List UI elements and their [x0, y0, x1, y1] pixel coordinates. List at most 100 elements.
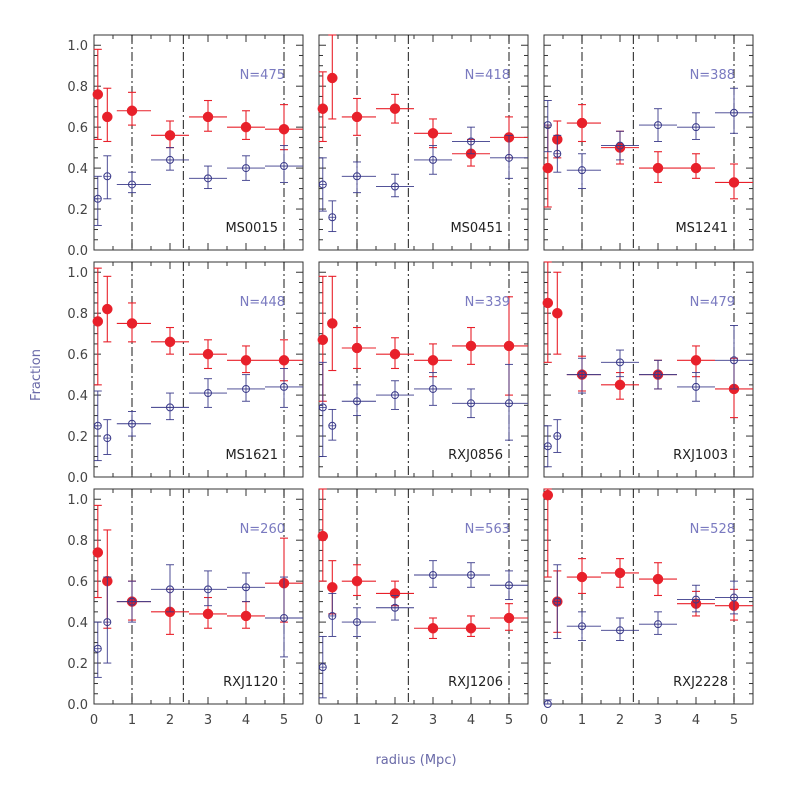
y-tick-label: 0.6 — [67, 121, 88, 136]
panel-frame — [318, 488, 529, 705]
data-point — [542, 162, 554, 174]
y-tick-label: 0.6 — [67, 348, 88, 363]
panel-n-label: N=528 — [690, 522, 735, 537]
x-tick-label: 5 — [730, 713, 738, 728]
x-tick-label: 2 — [391, 713, 399, 728]
x-axis-label: radius (Mpc) — [375, 753, 456, 768]
panel-rxj1120: 0.0 0.2 0.4 0.6 0.8 1.0 0 1 2 3 4 5 N=260 RXJ1120 — [67, 488, 304, 728]
data-point — [317, 103, 329, 114]
panel-frame — [93, 261, 304, 478]
y-tick-label: 0.8 — [67, 534, 88, 549]
data-point — [278, 123, 290, 135]
x-tick-label: 2 — [616, 713, 624, 728]
data-point — [427, 128, 439, 139]
panel-name-label: MS1621 — [225, 448, 278, 463]
panel-name-label: RXJ1120 — [223, 675, 278, 690]
y-tick-label: 0.0 — [67, 244, 88, 259]
data-point — [542, 297, 554, 309]
x-tick-label: 5 — [280, 713, 288, 728]
series-open — [93, 145, 303, 226]
panel-n-label: N=339 — [465, 295, 510, 310]
data-point — [202, 348, 214, 360]
panel-rxj1206: 0 1 2 3 4 5 N=563 RXJ1206 — [315, 488, 529, 728]
y-tick-label: 1.0 — [67, 39, 88, 54]
panel-n-label: N=479 — [690, 295, 735, 310]
panel-ms1621: 0.0 0.2 0.4 0.6 0.8 1.0 N=448 MS1621 — [67, 261, 304, 486]
series-filled — [92, 48, 303, 151]
data-point — [427, 355, 439, 366]
series-filled — [542, 261, 753, 419]
series-open — [543, 87, 753, 190]
panel-name-label: MS0451 — [450, 221, 503, 236]
panel-name-label: RXJ1003 — [673, 448, 728, 463]
x-tick-label: 0 — [315, 713, 323, 728]
panel-n-label: N=448 — [240, 295, 285, 310]
series-open — [543, 325, 753, 468]
panel-ms1241: N=388 MS1241 — [542, 34, 754, 251]
data-point — [126, 105, 138, 117]
x-tick-label: 0 — [540, 713, 548, 728]
data-point — [126, 318, 138, 329]
y-tick-label: 0.6 — [67, 575, 88, 590]
panel-frame — [543, 261, 754, 478]
series-filled — [542, 104, 753, 208]
data-point — [652, 162, 664, 174]
data-point — [614, 379, 626, 391]
panel-name-label: RXJ0856 — [448, 448, 503, 463]
y-tick-label: 0.8 — [67, 80, 88, 95]
y-axis-label: Fraction — [29, 349, 44, 401]
series-open — [318, 361, 528, 457]
data-point — [576, 117, 588, 129]
series-filled — [317, 275, 528, 402]
data-point — [92, 547, 104, 558]
panel-n-label: N=475 — [240, 68, 285, 83]
series-open — [543, 564, 753, 708]
data-point — [465, 622, 477, 634]
series-open — [318, 560, 528, 699]
panel-n-label: N=418 — [465, 68, 510, 83]
y-tick-label: 0.4 — [67, 389, 88, 404]
data-point — [351, 342, 363, 354]
x-tick-label: 4 — [692, 713, 700, 728]
x-tick-label: 1 — [128, 713, 136, 728]
data-point — [552, 307, 563, 319]
series-filled — [317, 488, 528, 640]
data-point — [614, 567, 626, 579]
data-point — [240, 121, 252, 133]
panel-rxj2228: 0 1 2 3 4 5 N=528 RXJ2228 — [540, 488, 754, 728]
series-open — [318, 126, 528, 233]
data-point — [327, 318, 338, 329]
data-point — [690, 162, 702, 174]
x-tick-label: 0 — [90, 713, 98, 728]
panel-name-label: MS1241 — [675, 221, 728, 236]
data-point — [102, 303, 113, 315]
data-point — [92, 89, 104, 100]
panel-frame — [543, 488, 754, 705]
y-tick-label: 1.0 — [67, 266, 88, 281]
data-point — [728, 177, 740, 188]
x-tick-label: 4 — [242, 713, 250, 728]
series-filled — [317, 34, 528, 167]
panel-frame — [318, 261, 529, 478]
data-point — [327, 582, 338, 593]
panel-ms0451: N=418 MS0451 — [317, 34, 529, 251]
data-point — [542, 489, 554, 501]
data-point — [690, 355, 702, 366]
y-tick-label: 0.4 — [67, 616, 88, 631]
data-point — [278, 355, 290, 366]
panel-frame — [543, 34, 754, 251]
y-tick-label: 0.2 — [67, 430, 88, 445]
y-tick-label: 0.4 — [67, 162, 88, 177]
data-point — [652, 573, 664, 585]
data-point — [327, 72, 338, 84]
data-point — [465, 340, 477, 352]
series-open — [93, 564, 303, 678]
data-point — [240, 610, 252, 622]
series-filled — [542, 488, 753, 633]
panel-n-label: N=563 — [465, 522, 510, 537]
data-point — [503, 340, 515, 352]
data-point — [389, 348, 401, 360]
series-filled — [92, 267, 303, 386]
x-tick-label: 1 — [353, 713, 361, 728]
